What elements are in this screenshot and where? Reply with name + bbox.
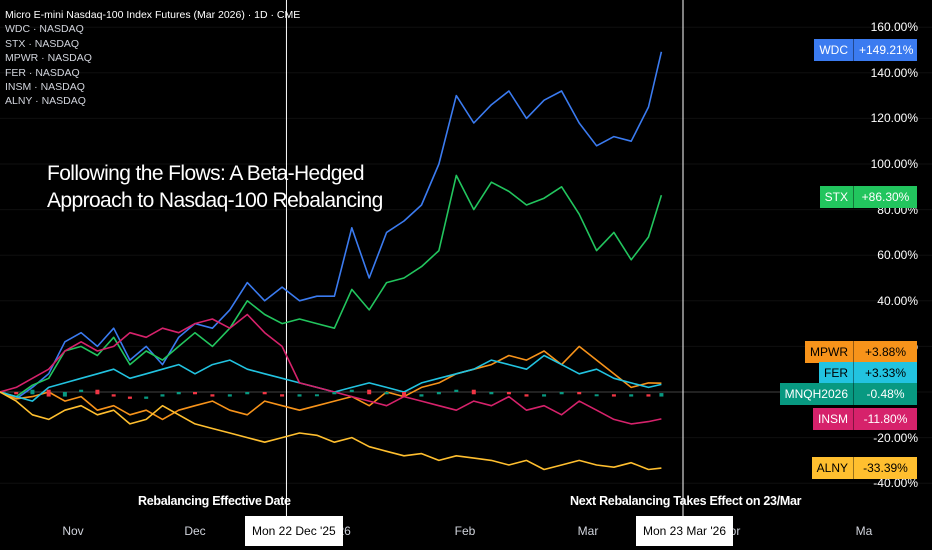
legend-main-symbol[interactable]: Micro E-mini Nasdaq-100 Index Futures (M… [5, 9, 301, 21]
y-tick-label: -40.00% [873, 476, 918, 491]
candle [62, 392, 67, 397]
series-line-mpwr [0, 345, 662, 421]
candle [454, 389, 459, 392]
price-tag-wdc: WDC +149.21% [814, 39, 917, 61]
y-tick-label: 100.00% [870, 157, 918, 171]
series-line-stx [0, 174, 663, 398]
candle [144, 396, 149, 399]
price-tag-symbol: STX [819, 186, 853, 208]
price-tag-value: -11.80% [853, 408, 917, 430]
y-tick-label: 120.00% [870, 111, 918, 126]
candle [489, 392, 494, 395]
candle [659, 393, 664, 397]
candle [471, 389, 476, 395]
legend-item-wdc[interactable]: WDC · NASDAQ [5, 23, 84, 36]
candle [127, 396, 132, 399]
crosshair-date-label-2: Mon 23 Mar '26 [636, 516, 733, 546]
price-tag-mpwr: MPWR +3.88% [805, 341, 917, 363]
candle [629, 394, 634, 397]
crosshair-date-label-1: Mon 22 Dec '25 [245, 516, 343, 546]
candle [280, 394, 285, 397]
price-tag-stx: STX +86.30% [819, 186, 917, 208]
candle [419, 394, 424, 397]
candle [297, 394, 302, 397]
candle [332, 392, 337, 395]
candle [176, 392, 181, 395]
overlay-title: Following the Flows: A Beta-Hedged Appro… [47, 160, 383, 214]
y-tick-label: 60.00% [877, 248, 918, 263]
candle [314, 394, 319, 397]
candle [611, 394, 616, 397]
legend-item-stx[interactable]: STX · NASDAQ [5, 37, 80, 50]
legend-item-alny[interactable]: ALNY · NASDAQ [5, 95, 86, 108]
price-tag-value: +3.33% [853, 362, 917, 384]
candle [245, 392, 250, 395]
price-tag-insm: INSM -11.80% [813, 408, 917, 430]
legend: Micro E-mini Nasdaq-100 Index Futures (M… [5, 8, 300, 109]
price-tag-symbol: WDC [814, 39, 853, 61]
x-tick-label: pr [729, 524, 741, 538]
x-tick-label: Mar [577, 524, 599, 538]
candle [210, 394, 215, 397]
annotation-rebalancing-effective: Rebalancing Effective Date [138, 494, 291, 508]
candle [524, 394, 529, 397]
candle [367, 389, 372, 395]
candle [262, 392, 267, 395]
candle [559, 392, 564, 395]
legend-item-insm[interactable]: INSM · NASDAQ [5, 81, 85, 94]
candle [193, 392, 197, 395]
candle [594, 394, 599, 397]
candle [384, 392, 389, 395]
candle [646, 394, 651, 397]
price-tag-value: -33.39% [853, 457, 917, 479]
x-tick-label: Nov [62, 524, 84, 538]
candle [349, 389, 354, 392]
candle [111, 394, 116, 397]
y-tick-label: 140.00% [870, 65, 918, 80]
price-tag-symbol: MNQH2026 [779, 383, 853, 405]
candle [542, 394, 547, 397]
y-tick-label: -20.00% [873, 430, 918, 445]
candle [30, 389, 35, 395]
price-tag-alny: ALNY -33.39% [811, 457, 917, 479]
candle [227, 394, 232, 397]
series-line-insm [0, 313, 662, 425]
y-tick-label: 160.00% [870, 20, 918, 35]
price-tag-mnqh2026: MNQH2026 -0.48% [779, 383, 917, 405]
candle [95, 389, 100, 395]
candle [46, 389, 51, 397]
x-tick-label: Feb [454, 524, 476, 538]
price-tag-value: +86.30% [853, 186, 917, 208]
candle [577, 392, 582, 395]
overlay-title-line-2: Approach to Nasdaq-100 Rebalancing [47, 189, 383, 212]
x-tick-label: Ma [855, 524, 873, 538]
annotation-next-rebalancing: Next Rebalancing Takes Effect on 23/Mar [570, 494, 802, 508]
price-tag-symbol: INSM [813, 408, 853, 430]
series-line-alny [0, 391, 662, 471]
price-tag-symbol: FER [819, 362, 853, 384]
candle [79, 389, 84, 392]
x-tick-label: Dec [184, 524, 206, 538]
candle [14, 392, 19, 395]
legend-item-mpwr[interactable]: MPWR · NASDAQ [5, 52, 92, 65]
price-tag-value: -0.48% [853, 383, 917, 405]
series-line-wdc [0, 51, 663, 400]
candle [160, 394, 165, 397]
candle [436, 392, 441, 395]
y-tick-label: 40.00% [877, 293, 918, 308]
price-tag-value: +149.21% [853, 39, 917, 61]
price-tag-value: +3.88% [853, 341, 917, 363]
candle [506, 392, 511, 395]
price-tag-fer: FER +3.33% [819, 362, 917, 384]
price-tag-symbol: ALNY [811, 457, 853, 479]
legend-item-fer[interactable]: FER · NASDAQ [5, 66, 80, 79]
price-tag-symbol: MPWR [805, 341, 853, 363]
overlay-title-line-1: Following the Flows: A Beta-Hedged [47, 162, 365, 185]
candle [402, 392, 407, 397]
